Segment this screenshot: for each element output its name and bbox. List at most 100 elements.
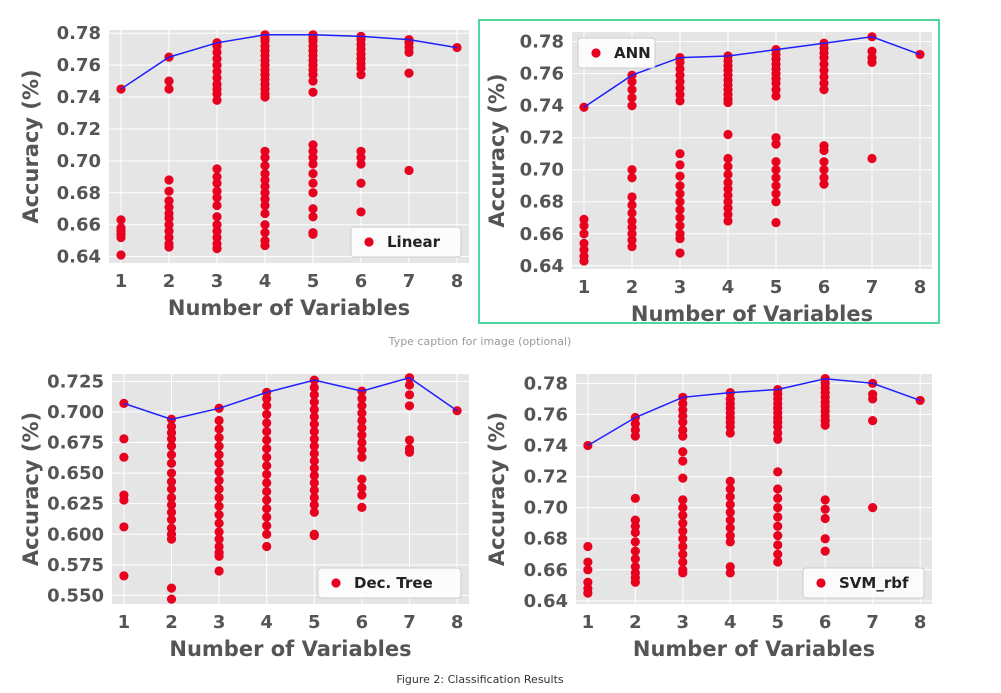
data-point — [212, 244, 222, 254]
data-point — [164, 186, 174, 196]
data-point — [119, 398, 129, 408]
data-point — [678, 568, 688, 578]
data-point — [819, 59, 829, 69]
legend-label: ANN — [614, 44, 651, 62]
y-tick-label: 0.650 — [47, 463, 104, 484]
data-point — [212, 186, 222, 196]
data-point — [214, 433, 224, 443]
x-tick-label: 3 — [213, 612, 226, 633]
data-point — [583, 565, 593, 575]
data-point — [308, 159, 318, 169]
data-point — [357, 474, 367, 484]
data-point — [630, 554, 640, 564]
data-point — [116, 232, 126, 243]
y-tick-label: 0.68 — [524, 529, 568, 550]
y-tick-label: 0.64 — [57, 247, 101, 268]
data-point — [819, 179, 829, 189]
data-point — [212, 172, 222, 182]
data-point — [119, 495, 129, 505]
data-point — [214, 484, 224, 494]
data-point — [260, 228, 270, 238]
data-point — [583, 588, 593, 598]
data-point — [771, 139, 781, 149]
y-tick-label: 0.72 — [57, 119, 101, 140]
data-point — [357, 483, 367, 493]
data-point — [771, 217, 781, 228]
data-point — [309, 448, 319, 459]
y-tick-label: 0.76 — [520, 64, 564, 85]
data-point — [308, 70, 318, 80]
data-point — [630, 537, 640, 547]
data-point — [309, 382, 319, 393]
data-point — [675, 213, 685, 223]
selected-image-frame[interactable] — [478, 19, 940, 324]
data-point — [262, 478, 272, 488]
legend-box — [802, 567, 925, 599]
data-point — [725, 492, 735, 502]
data-point — [627, 77, 637, 87]
data-point — [579, 229, 589, 239]
data-point — [773, 434, 783, 444]
y-axis-label: Accuracy (%) — [19, 412, 43, 566]
data-point — [119, 452, 129, 462]
data-point — [675, 233, 685, 244]
data-point — [309, 470, 319, 481]
x-tick-label: 4 — [724, 612, 737, 633]
data-point — [723, 203, 733, 213]
data-point — [260, 188, 270, 198]
data-point — [356, 207, 366, 217]
data-point — [723, 197, 733, 207]
data-point — [262, 521, 272, 531]
data-point — [309, 463, 319, 473]
figure-caption: Figure 2: Classification Results — [396, 673, 564, 686]
data-point — [773, 540, 783, 550]
data-point — [214, 527, 224, 537]
chart-ann[interactable]: 1 2 3 4 5 6 7 8 0.64 0.66 0.68 0.70 0.72 0.74 0.76 0.78… — [480, 22, 942, 328]
data-point — [627, 101, 637, 111]
x-axis-label: Number of Variables — [169, 637, 411, 661]
data-point — [725, 568, 735, 578]
image-caption-placeholder[interactable]: Type caption for image (optional) — [388, 335, 572, 348]
chart-linear: 1 2 3 4 5 6 7 8 0.64 0.66 0.68 0.70 0.72 0.74 0.76 0.78… — [14, 22, 474, 322]
data-point — [678, 557, 688, 567]
data-point — [308, 146, 318, 156]
data-point — [678, 541, 688, 552]
data-point — [675, 221, 685, 231]
data-point — [678, 526, 688, 536]
data-point — [678, 456, 688, 466]
data-point — [675, 70, 685, 80]
data-point — [675, 248, 685, 258]
legend-marker — [816, 578, 826, 588]
data-point — [309, 500, 319, 510]
data-point — [819, 165, 829, 175]
data-point — [164, 220, 174, 230]
y-tick-label: 0.625 — [47, 494, 104, 515]
data-point — [404, 390, 415, 400]
data-point — [262, 469, 272, 479]
y-tick-label: 0.72 — [520, 128, 564, 149]
legend-marker — [591, 48, 601, 58]
chart-svg-dec-tree: 1 2 3 4 5 6 7 8 0.550 0.575 0.600 0.625 0.650 0.675 0.… — [19, 371, 469, 661]
data-point — [308, 76, 318, 86]
data-point — [164, 232, 174, 243]
legend-marker — [364, 237, 374, 247]
data-point — [675, 205, 685, 215]
x-tick-label: 6 — [819, 612, 832, 633]
data-point — [260, 153, 270, 163]
data-point — [214, 415, 224, 426]
data-point — [583, 440, 593, 451]
data-point — [309, 492, 319, 503]
x-tick-label: 3 — [211, 271, 224, 292]
data-point — [309, 404, 319, 415]
data-point — [308, 140, 318, 150]
data-point — [262, 444, 272, 454]
x-tick-label: 1 — [115, 271, 128, 292]
data-point — [357, 393, 367, 404]
data-point — [820, 513, 830, 524]
data-point — [262, 418, 272, 428]
x-tick-label: 4 — [722, 277, 735, 298]
data-point — [309, 456, 319, 466]
y-tick-label: 0.66 — [520, 224, 564, 245]
data-point — [166, 594, 177, 604]
data-point — [725, 515, 735, 525]
